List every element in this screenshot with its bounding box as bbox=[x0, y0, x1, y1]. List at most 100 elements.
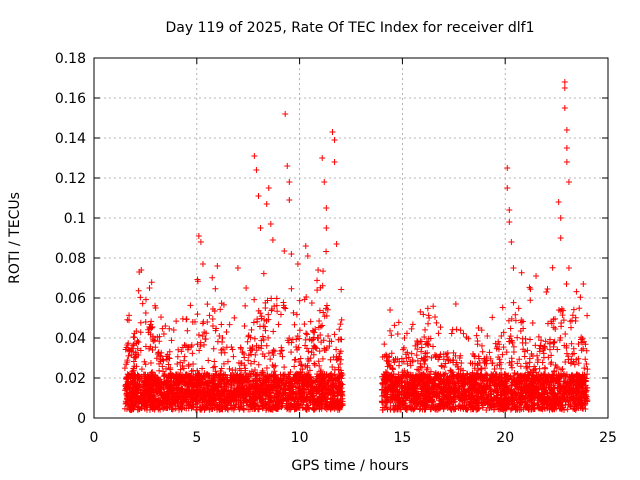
data-point bbox=[301, 321, 308, 328]
data-point bbox=[318, 395, 325, 402]
data-point bbox=[155, 388, 162, 395]
data-point bbox=[297, 369, 304, 376]
data-point bbox=[549, 264, 556, 271]
data-point bbox=[168, 337, 175, 344]
data-point bbox=[206, 312, 213, 319]
data-point bbox=[311, 392, 318, 399]
data-point bbox=[523, 365, 530, 372]
data-point bbox=[224, 380, 231, 387]
data-point bbox=[123, 391, 130, 398]
data-point bbox=[320, 309, 327, 316]
data-point bbox=[156, 338, 163, 345]
data-point bbox=[256, 375, 263, 382]
data-point bbox=[277, 377, 284, 384]
data-point bbox=[251, 358, 258, 365]
data-point bbox=[179, 385, 186, 392]
data-point bbox=[201, 388, 208, 395]
data-point bbox=[243, 390, 250, 397]
data-point bbox=[333, 357, 340, 364]
data-point bbox=[163, 365, 170, 372]
data-point bbox=[317, 332, 324, 339]
data-point bbox=[333, 346, 340, 353]
data-point bbox=[180, 365, 187, 372]
data-point bbox=[285, 385, 292, 392]
data-point bbox=[317, 323, 324, 330]
data-point bbox=[274, 308, 281, 315]
data-point bbox=[308, 349, 315, 356]
data-point bbox=[269, 349, 276, 356]
data-point bbox=[123, 375, 130, 382]
data-point bbox=[170, 405, 177, 412]
data-point bbox=[570, 306, 577, 313]
data-point bbox=[162, 322, 169, 329]
data-point bbox=[498, 333, 505, 340]
data-point bbox=[537, 342, 544, 349]
data-point bbox=[289, 388, 296, 395]
data-point bbox=[203, 382, 210, 389]
data-point bbox=[250, 396, 257, 403]
data-point bbox=[209, 274, 216, 281]
data-point bbox=[159, 399, 166, 406]
data-point bbox=[133, 384, 140, 391]
data-point bbox=[314, 335, 321, 342]
data-point bbox=[209, 316, 216, 323]
data-point bbox=[297, 355, 304, 362]
data-point bbox=[224, 358, 231, 365]
data-point bbox=[252, 405, 259, 412]
data-point bbox=[128, 347, 135, 354]
data-point bbox=[486, 349, 493, 356]
data-point bbox=[135, 339, 142, 346]
data-point bbox=[218, 321, 225, 328]
data-point bbox=[206, 398, 213, 405]
data-point bbox=[127, 374, 134, 381]
data-point bbox=[125, 352, 132, 359]
data-point bbox=[418, 344, 425, 351]
data-point bbox=[133, 363, 140, 370]
data-point bbox=[308, 380, 315, 387]
data-point bbox=[137, 294, 144, 301]
data-point bbox=[188, 373, 195, 380]
data-point bbox=[148, 318, 155, 325]
data-point bbox=[147, 359, 154, 366]
data-point bbox=[305, 348, 312, 355]
data-point bbox=[280, 392, 287, 399]
data-point bbox=[259, 377, 266, 384]
data-point bbox=[154, 334, 161, 341]
data-point bbox=[336, 326, 343, 333]
data-point bbox=[305, 377, 312, 384]
data-point bbox=[425, 312, 432, 319]
data-point bbox=[294, 402, 301, 409]
data-point bbox=[273, 378, 280, 385]
data-point bbox=[156, 398, 163, 405]
data-point bbox=[271, 394, 278, 401]
data-point bbox=[295, 387, 302, 394]
data-point bbox=[154, 376, 161, 383]
data-point bbox=[542, 365, 549, 372]
data-point bbox=[234, 373, 241, 380]
data-point bbox=[323, 312, 330, 319]
data-point bbox=[270, 352, 277, 359]
data-point bbox=[283, 379, 290, 386]
data-point bbox=[190, 367, 197, 374]
data-point bbox=[125, 317, 132, 324]
data-point bbox=[256, 389, 263, 396]
data-point bbox=[197, 373, 204, 380]
data-point bbox=[205, 375, 212, 382]
data-point bbox=[381, 341, 388, 348]
data-point bbox=[479, 348, 486, 355]
data-point bbox=[189, 350, 196, 357]
data-point bbox=[241, 354, 248, 361]
data-point bbox=[316, 307, 323, 314]
data-point bbox=[216, 333, 223, 340]
data-point bbox=[163, 374, 170, 381]
data-point bbox=[222, 378, 229, 385]
data-point bbox=[209, 388, 216, 395]
data-point bbox=[329, 364, 336, 371]
data-point bbox=[307, 387, 314, 394]
data-point bbox=[253, 347, 260, 354]
data-point bbox=[388, 332, 395, 339]
data-point bbox=[296, 297, 303, 304]
data-point bbox=[281, 248, 288, 255]
data-point bbox=[510, 343, 517, 350]
data-point bbox=[209, 306, 216, 313]
